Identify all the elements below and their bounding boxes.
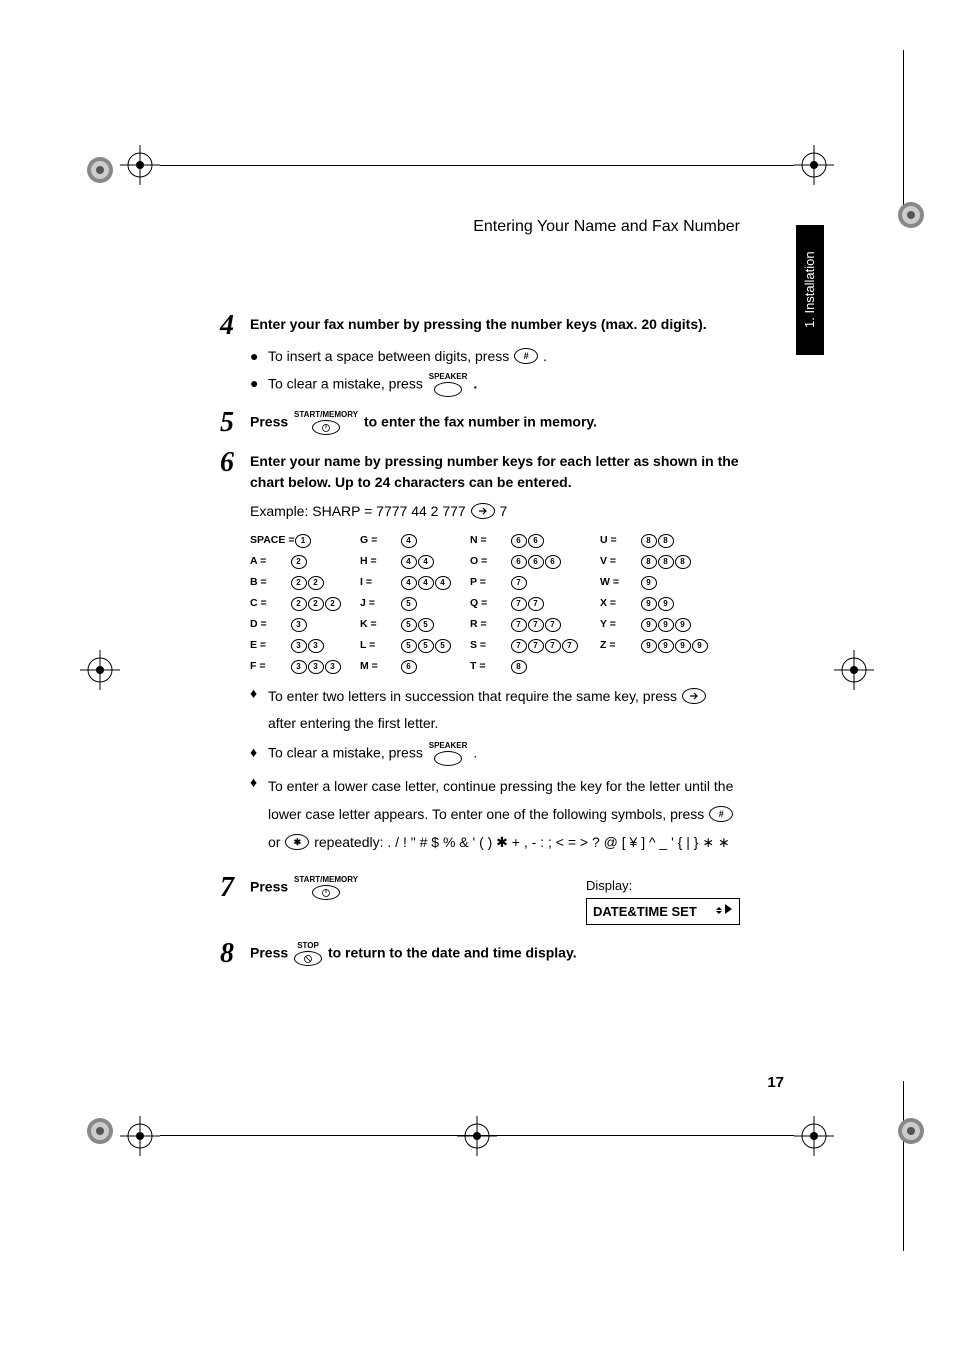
step-4: 4 Enter your fax number by pressing the … [220,314,740,340]
updown-play-icon [715,902,733,922]
registration-mark-icon [120,145,160,185]
step-text: Enter your name by pressing number keys … [250,451,740,493]
page-header: Entering Your Name and Fax Number [220,218,740,236]
bullet: ♦ To enter a lower case letter, continue… [250,772,740,856]
stop-key-icon: STOP [294,942,322,966]
bullet: ♦ To clear a mistake, press SPEAKER . [250,742,740,766]
color-wheel-icon [85,155,115,185]
manual-page: Entering Your Name and Fax Number 1. Ins… [0,0,954,1351]
right-arrow-key-icon [471,503,495,519]
registration-mark-icon [794,1116,834,1156]
bullet: ● To insert a space between digits, pres… [250,346,740,367]
step-number: 4 [220,312,250,340]
hash-key-icon: # [514,348,538,364]
star-key-icon: ✱ [285,834,309,850]
step-number: 5 [220,409,250,437]
color-wheel-icon [896,1116,926,1146]
speaker-key-icon: SPEAKER [429,742,468,766]
section-tab: 1. Installation [796,225,824,355]
hash-key-icon: # [709,806,733,822]
letter-key-chart: SPACE =1A =2B =22C =222D =3E =33F =333 G… [250,530,740,677]
step-5: 5 Press START/MEMORY to enter the fax nu… [220,411,740,437]
start-memory-key-icon: START/MEMORY [294,411,358,435]
registration-mark-icon [834,650,874,690]
symbol-list: . / ! " # $ % & ' ( ) ✱ + , - : ; < = > … [387,834,729,850]
crop-line [903,1081,904,1251]
speaker-key-icon: SPEAKER [429,373,468,397]
registration-mark-icon [794,145,834,185]
color-wheel-icon [896,200,926,230]
registration-mark-icon [80,650,120,690]
right-arrow-key-icon [682,688,706,704]
crop-line [160,165,794,166]
page-number: 17 [767,1074,784,1091]
step-text: Enter your fax number by pressing the nu… [250,314,707,340]
step-number: 7 [220,874,250,926]
registration-mark-icon [457,1116,497,1156]
color-wheel-icon [85,1116,115,1146]
bullet: ♦ To enter two letters in succession tha… [250,683,740,736]
step-7: 7 Press START/MEMORY Display: DATE&TIME … [220,876,740,926]
display-readout: Display: DATE&TIME SET [586,876,740,925]
start-memory-key-icon: START/MEMORY [294,876,358,900]
step-number: 8 [220,940,250,968]
step-8: 8 Press STOP to return to the date and t… [220,942,740,968]
bullet: ● To clear a mistake, press SPEAKER . [250,373,740,397]
crop-line [903,50,904,220]
registration-mark-icon [120,1116,160,1156]
page-body: 4 Enter your fax number by pressing the … [220,300,740,974]
step-6: 6 Enter your name by pressing number key… [220,451,740,493]
step-number: 6 [220,449,250,493]
